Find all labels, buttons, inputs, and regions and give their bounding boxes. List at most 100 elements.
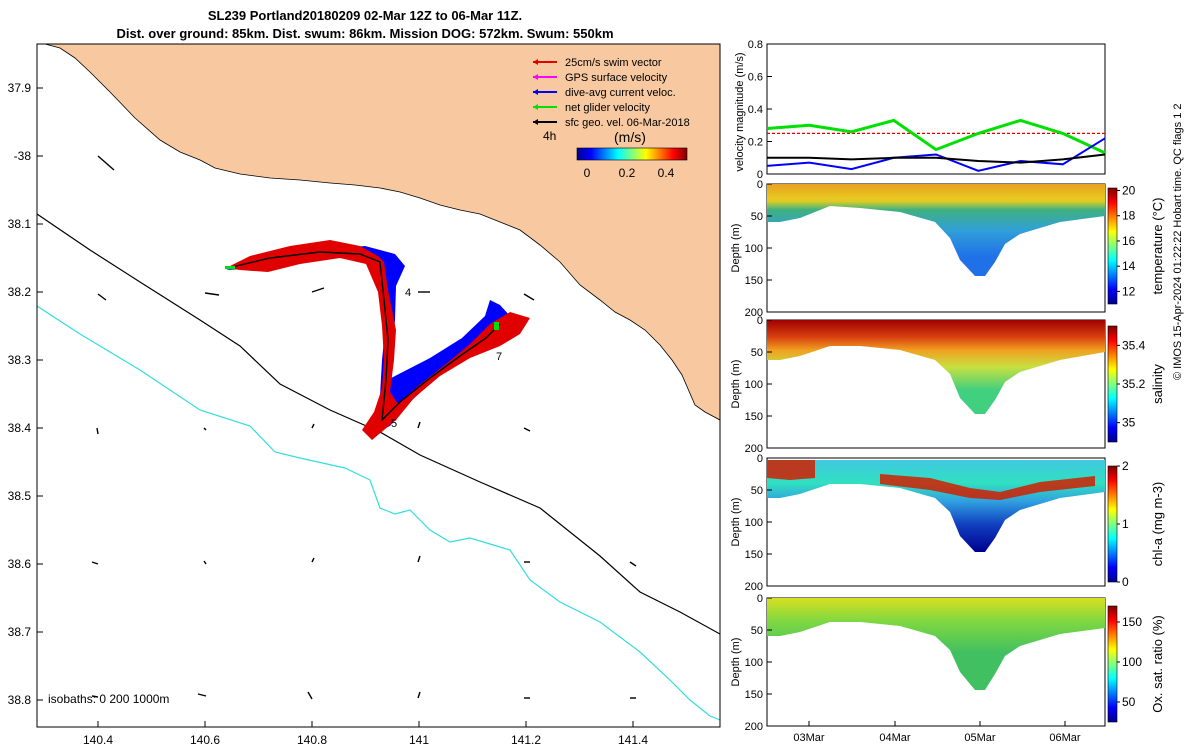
depth-tick-label: 200 (745, 581, 763, 593)
glider-end-marker (494, 322, 499, 330)
depth-tick-label: 200 (745, 443, 763, 455)
geo-vector (203, 560, 207, 565)
map-x-tick-label: 141.4 (618, 733, 648, 747)
velocity-series-line (767, 153, 1106, 164)
time-interval-label: 4h (543, 129, 556, 143)
geo-vector (629, 561, 637, 567)
depth-tick-label: 0 (757, 179, 763, 191)
depth-tick-label: 150 (745, 275, 763, 287)
map-y-tick-label: 38.1 (8, 217, 32, 231)
time-tick-label: 06Mar (1049, 732, 1081, 744)
oxygen-field (767, 598, 1105, 690)
chla-max-layer (767, 460, 1095, 500)
velocity-y-tick-label: 0.4 (748, 104, 763, 116)
legend-label: GPS surface velocity (565, 72, 668, 84)
depth-tick-label: 150 (745, 689, 763, 701)
section-panels (766, 183, 1118, 727)
map-y-tick-label: 38.5 (8, 489, 32, 503)
colorbar-tick-label: 100 (1122, 655, 1142, 669)
geo-vector (97, 155, 115, 171)
legend-arrowhead (533, 119, 538, 125)
map-y-tick-label: 38.6 (8, 557, 32, 571)
colorbar-tick-label: 18 (1122, 209, 1136, 223)
map-x-tick-label: 141.2 (511, 733, 541, 747)
velocity-series-line (766, 118, 1106, 155)
legend-label: net glider velocity (565, 102, 650, 114)
depth-tick-label: 200 (745, 721, 763, 733)
depth-tick-label: 100 (745, 379, 763, 391)
velocity-panel: 0 0.2 0.4 0.6 0.8 velocity magnitude (m/s) (734, 39, 1106, 181)
depth-tick-label: 0 (757, 593, 763, 605)
depth-tick-label: 100 (745, 657, 763, 669)
geo-vector (97, 293, 107, 301)
colorbar-tick-label: 150 (1122, 615, 1142, 629)
map-y-tick-label: 38.2 (8, 285, 32, 299)
glider-track (225, 240, 530, 440)
legend-label: dive-avg current veloc. (565, 87, 676, 99)
depth-tick-label: 100 (745, 517, 763, 529)
colorbar-tick-label: 12 (1122, 284, 1136, 298)
depth-tick-label: 50 (751, 211, 763, 223)
map-x-tick-label: 140.8 (297, 733, 327, 747)
colorbar-tick-label: 35.4 (1122, 338, 1146, 352)
velocity-y-axis-label: velocity magnitude (m/s) (734, 52, 746, 171)
chla-colorbar (1107, 465, 1118, 583)
swim-vectors (226, 240, 530, 440)
map-panel: 4 5 7 37.9 -38 38.1 38.2 38.3 38.4 38.5 38.6 38.… (8, 43, 721, 747)
velocity-y-tick-label: 0.8 (748, 39, 763, 51)
depth-tick-label: 200 (745, 307, 763, 319)
land-area (37, 44, 720, 421)
colorbar-tick-label: 2 (1122, 459, 1129, 473)
colorbar-tick-label: 35 (1122, 416, 1136, 430)
chart-title-line1: SL239 Portland20180209 02-Mar 12Z to 06-… (207, 8, 523, 23)
colorbar-tick-label: 20 (1122, 184, 1136, 198)
time-axis-ticks: 03Mar 04Mar 05Mar 06Mar (793, 721, 1081, 744)
variable-label: salinity (1150, 364, 1165, 404)
geo-vector (311, 287, 325, 293)
map-x-tick-labels: 140.4 140.6 140.8 141 141.2 141.4 (83, 721, 648, 747)
time-tick-label: 04Mar (879, 732, 911, 744)
geo-vector (417, 421, 421, 429)
map-y-tick-label: 38.8 (8, 693, 32, 707)
geo-vector (417, 555, 421, 563)
map-x-tick-label: 140.4 (83, 733, 113, 747)
geo-vector (96, 427, 99, 435)
salinity-section (766, 319, 1118, 449)
chla-section (766, 457, 1118, 587)
credit-text: © IMOS 15-Apr-2024 01:22:22 Hobart time.… (1172, 103, 1184, 380)
legend-arrowhead (533, 59, 538, 65)
depth-tick-label: 150 (745, 549, 763, 561)
legend-arrowhead (533, 104, 538, 110)
speed-colorbar-tick-label: 0.4 (658, 166, 675, 180)
depth-axis-label: Depth (m) (730, 498, 742, 547)
map-frame (36, 43, 721, 728)
velocity-y-tick-label: 0.6 (748, 72, 763, 84)
legend-label: sfc geo. vel. 06-Mar-2018 (565, 117, 690, 129)
geo-vector (307, 691, 313, 700)
map-y-tick-label: -38 (14, 149, 32, 163)
colorbar-tick-label: 14 (1122, 259, 1136, 273)
geo-vector (91, 561, 99, 565)
map-y-tick-labels: 37.9 -38 38.1 38.2 38.3 38.4 38.5 38.6 38.7 38.8 (8, 81, 43, 707)
velocity-y-ticks: 0 0.2 0.4 0.6 0.8 (748, 39, 772, 181)
map-y-tick-label: 38.3 (8, 353, 32, 367)
variable-label: Ox. sat. ratio (%) (1150, 615, 1165, 713)
velocity-y-tick-label: 0 (757, 169, 763, 181)
depth-tick-label: 50 (751, 347, 763, 359)
salinity-field (767, 320, 1105, 414)
colorbar-tick-label: 16 (1122, 234, 1136, 248)
depth-tick-label: 150 (745, 411, 763, 423)
track-day-label: 5 (391, 418, 397, 430)
isobaths-label: isobaths: 0 200 1000m (48, 692, 169, 706)
depth-axis-label: Depth (m) (730, 360, 742, 409)
isobath-1000m (37, 305, 720, 721)
map-y-tick-label: 38.4 (8, 421, 32, 435)
oxygen-section (766, 597, 1118, 727)
map-x-tick-label: 140.6 (190, 733, 220, 747)
geo-vector (523, 293, 535, 301)
depth-tick-label: 50 (751, 485, 763, 497)
speed-colorbar-tick-label: 0 (584, 166, 591, 180)
speed-colorbar-ticks: 0 0.2 0.4 (584, 166, 675, 180)
geo-vector (311, 423, 315, 429)
time-tick-label: 05Mar (964, 732, 996, 744)
